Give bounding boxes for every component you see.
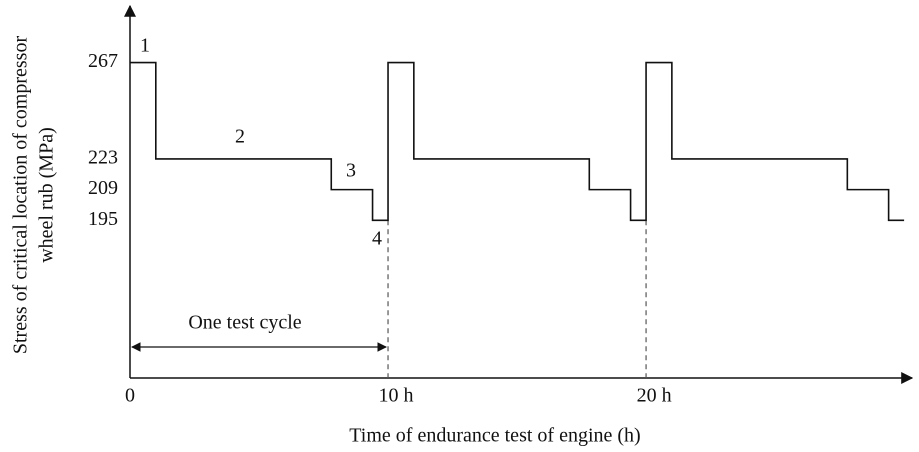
x-axis-label: Time of endurance test of engine (h) [349, 425, 640, 447]
annotation: 1 [140, 35, 150, 57]
stress-line [130, 61, 905, 222]
x-tick-label: 0 [125, 385, 135, 407]
y-tick-label: 209 [88, 177, 118, 199]
y-tick-label: 223 [88, 147, 118, 169]
x-tick-label: 20 h [637, 385, 672, 407]
annotation: 3 [346, 160, 356, 182]
y-tick-label: 267 [88, 50, 118, 72]
y-axis-label: Stress of critical location of compresso… [10, 36, 32, 355]
annotation: 2 [235, 126, 245, 148]
x-tick-label: 10 h [379, 385, 414, 407]
annotation: One test cycle [188, 312, 301, 334]
y-tick-label: 195 [88, 208, 118, 230]
y-axis-label: wheel rub (MPa) [36, 127, 58, 263]
annotation: 4 [372, 228, 382, 250]
